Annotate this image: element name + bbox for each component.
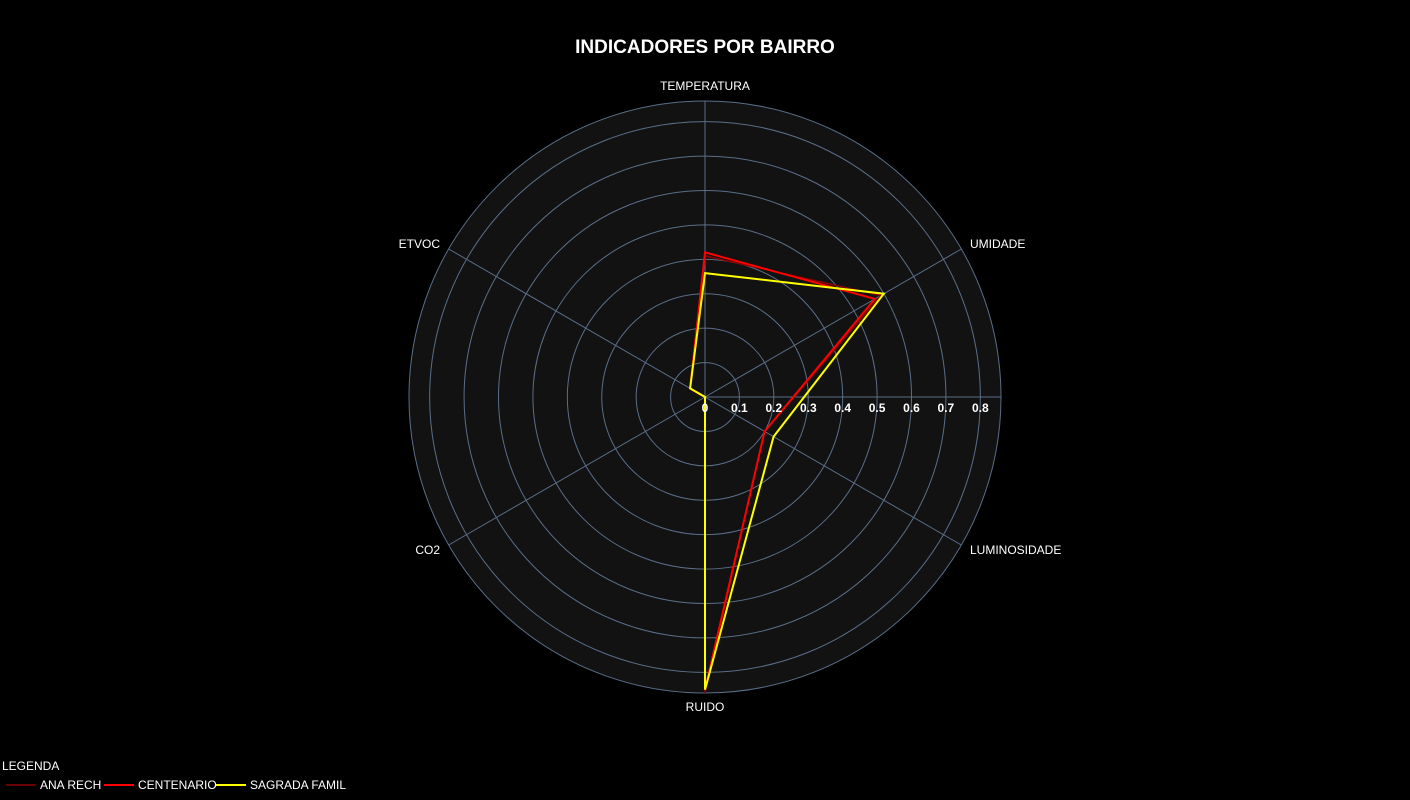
chart-title: INDICADORES POR BAIRRO <box>575 37 835 58</box>
series-layer <box>689 251 886 694</box>
radial-tick-label: 0.6 <box>903 401 920 415</box>
spoke-luminosidade <box>704 396 962 546</box>
radial-tick-label: 0.1 <box>731 401 748 415</box>
legend-item: CENTENARIO <box>138 778 217 792</box>
radial-tick-label: 0.3 <box>800 401 817 415</box>
axis-label-etvoc: ETVOC <box>399 237 441 251</box>
radial-tick-label: 0.2 <box>765 401 782 415</box>
radial-tick-label: 0.8 <box>972 401 989 415</box>
legend-item: ANA RECH <box>40 778 101 792</box>
spoke-etvoc <box>448 248 706 398</box>
axis-label-ruido: RUIDO <box>686 700 725 714</box>
spoke-umidade <box>704 248 962 398</box>
axis-label-luminosidade: LUMINOSIDADE <box>970 543 1061 557</box>
axis-label-co2: CO2 <box>415 543 440 557</box>
axis-label-temperatura: TEMPERATURA <box>660 79 750 93</box>
axis-labels: TEMPERATURA UMIDADE LUMINOSIDADE RUIDO CO2 ET… <box>399 79 1062 714</box>
spoke-co2 <box>448 396 706 546</box>
radial-tick-label: 0.4 <box>834 401 851 415</box>
legend-title: LEGENDA <box>2 759 59 773</box>
radial-tick-label: 0.7 <box>938 401 955 415</box>
legend: LEGENDA ANA RECH CENTENARIO SAGRADA FAMIL <box>2 759 346 792</box>
radial-tick-label: 0.5 <box>869 401 886 415</box>
radial-tick-label: 0 <box>702 401 709 415</box>
series-sagrada-famil <box>689 271 886 690</box>
axis-label-umidade: UMIDADE <box>970 237 1025 251</box>
legend-item: SAGRADA FAMIL <box>250 778 346 792</box>
